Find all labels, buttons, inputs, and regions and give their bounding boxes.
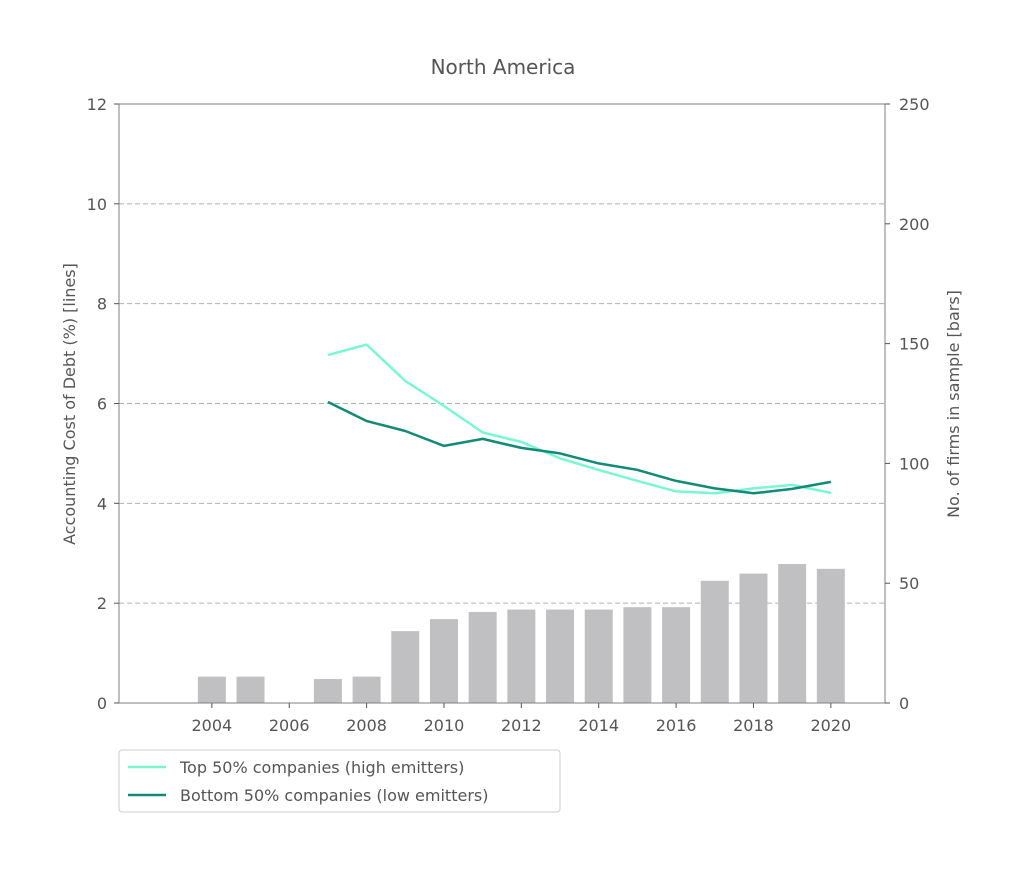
bar	[352, 676, 381, 703]
bar	[739, 573, 768, 703]
y-left-tick-label: 6	[97, 395, 107, 414]
series-line-bottom	[327, 400, 832, 495]
y-left-tick-label: 8	[97, 295, 107, 314]
grid	[119, 203, 885, 604]
chart-title: North America	[431, 55, 576, 79]
y-right-tick-label: 100	[899, 454, 930, 473]
x-tick-label: 2018	[733, 716, 774, 735]
y-right-tick-label: 0	[899, 694, 909, 713]
bar	[197, 676, 226, 703]
y-left-tick-label: 0	[97, 694, 107, 713]
bar	[507, 609, 536, 703]
lines	[327, 343, 832, 495]
x-tick-label: 2010	[424, 716, 465, 735]
bar	[391, 631, 420, 703]
y-right-tick-label: 50	[899, 574, 919, 593]
y-right-tick-label: 250	[899, 95, 930, 114]
y-right-tick-label: 150	[899, 335, 930, 354]
y-right-tick-label: 200	[899, 215, 930, 234]
bar	[313, 679, 342, 703]
series-line-top	[327, 343, 832, 495]
x-tick-label: 2016	[656, 716, 697, 735]
bar	[429, 619, 458, 703]
bar	[546, 609, 575, 703]
legend-label-top: Top 50% companies (high emitters)	[179, 758, 464, 777]
bar	[468, 611, 497, 703]
bar	[700, 580, 729, 703]
bar	[623, 607, 652, 703]
bar	[816, 568, 845, 703]
y-axis-right-title: No. of firms in sample [bars]	[944, 290, 963, 518]
y-left-tick-label: 4	[97, 494, 107, 513]
legend: Top 50% companies (high emitters) Bottom…	[118, 749, 561, 813]
x-axis: 2004 2006 2008 2010 2012 2014 2016 2018 2020	[191, 703, 851, 735]
x-tick-label: 2006	[269, 716, 310, 735]
bars	[197, 564, 845, 703]
x-tick-label: 2012	[501, 716, 542, 735]
bar	[778, 564, 807, 703]
x-tick-label: 2014	[578, 716, 619, 735]
bar	[236, 676, 265, 703]
x-tick-label: 2004	[191, 716, 232, 735]
x-tick-label: 2020	[810, 716, 851, 735]
y-left-tick-label: 10	[87, 195, 107, 214]
y-axis-right: 0 50 100 150 200 250	[885, 95, 930, 713]
y-left-tick-label: 12	[87, 95, 107, 114]
x-tick-label: 2008	[346, 716, 387, 735]
bar	[584, 609, 613, 703]
y-axis-left-title: Accounting Cost of Debt (%) [lines]	[60, 263, 79, 545]
y-axis-left: 0 2 4 6 8 10 12	[87, 95, 119, 713]
bar	[662, 607, 691, 703]
legend-label-bottom: Bottom 50% companies (low emitters)	[180, 786, 488, 805]
legend-frame	[118, 749, 561, 813]
y-left-tick-label: 2	[97, 594, 107, 613]
